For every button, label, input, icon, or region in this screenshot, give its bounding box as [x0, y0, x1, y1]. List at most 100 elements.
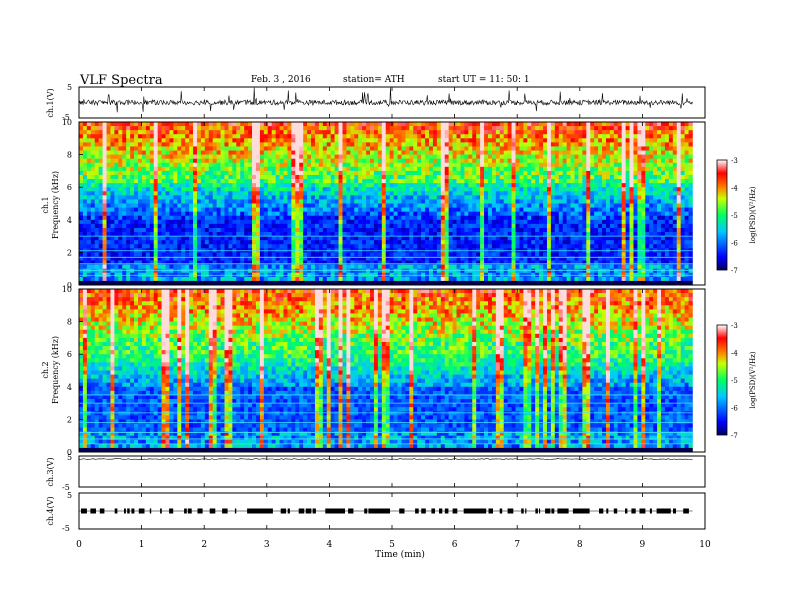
- spectrogram-cell: [417, 244, 422, 249]
- spectrogram-cell: [566, 130, 571, 135]
- spectrogram-cell: [664, 215, 670, 221]
- spectrogram-cell: [134, 195, 139, 200]
- spectrogram-cell: [539, 219, 544, 225]
- spectrogram-cell: [657, 179, 662, 184]
- spectrogram-cell: [295, 162, 300, 168]
- spectrogram-cell: [279, 170, 284, 176]
- spectrogram-cell: [161, 126, 166, 131]
- spectrogram-cell: [480, 179, 485, 184]
- spectrogram-cell: [566, 183, 571, 188]
- spectrogram-cell: [680, 166, 685, 172]
- spectrogram-cell: [401, 174, 406, 180]
- spectrogram-cell: [244, 223, 249, 229]
- spectrogram-cell: [543, 203, 548, 208]
- spectrogram-cell: [476, 223, 481, 229]
- spectrogram-cell: [134, 187, 139, 192]
- spectrogram-cell: [535, 215, 540, 221]
- spectrogram-cell: [491, 166, 497, 172]
- spectrogram-cell: [350, 130, 355, 135]
- spectrogram-cell: [409, 134, 414, 139]
- spectrogram-cell: [586, 162, 591, 168]
- spectrogram-cell: [311, 158, 316, 164]
- spectrogram-cell: [228, 174, 233, 180]
- spectrogram-cell: [330, 183, 335, 188]
- spectrogram-cell: [436, 195, 442, 200]
- spectrogram-cell: [252, 170, 257, 176]
- spectrogram-cell: [629, 227, 634, 233]
- spectrogram-cell: [137, 162, 143, 168]
- spectrogram-cell: [334, 244, 339, 249]
- spectrogram-cell: [598, 195, 603, 200]
- spectrogram-cell: [487, 191, 493, 196]
- spectrogram-cell: [303, 138, 308, 143]
- spectrogram-cell: [413, 170, 418, 176]
- spectrogram-cell: [649, 227, 654, 233]
- spectrogram-cell: [495, 174, 501, 180]
- spectrogram-cell: [495, 187, 501, 192]
- spectrogram-cell: [480, 183, 485, 188]
- spectrogram-cell: [318, 211, 324, 217]
- spectrogram-cell: [503, 170, 508, 176]
- spectrogram-cell: [460, 223, 465, 229]
- spectrogram-cell: [377, 236, 383, 241]
- spectrogram-cell: [330, 170, 335, 176]
- spectrogram-cell: [495, 122, 501, 127]
- spectrogram-cell: [149, 244, 155, 249]
- spectrogram-cell: [491, 211, 497, 217]
- spectrogram-cell: [676, 158, 681, 164]
- spectrogram-cell: [224, 146, 229, 151]
- spectrogram-cell: [334, 179, 339, 184]
- spectrogram-cell: [543, 179, 548, 184]
- spectrogram-cell: [299, 122, 304, 127]
- spectrogram-cell: [82, 187, 88, 192]
- spectrogram-cell: [248, 138, 253, 143]
- spectrogram-cell: [664, 236, 670, 241]
- spectrogram-cell: [417, 158, 422, 164]
- spectrogram-cell: [228, 158, 233, 164]
- spectrogram-cell: [338, 199, 343, 204]
- spectrogram-cell: [432, 146, 438, 151]
- spectrogram-cell: [358, 191, 363, 196]
- spectrogram-cell: [511, 223, 516, 229]
- spectrogram-cell: [649, 154, 654, 159]
- spectrogram-cell: [196, 240, 202, 245]
- spectrogram-cell: [291, 203, 296, 208]
- spectrogram-cell: [94, 207, 99, 212]
- spectrogram-cell: [515, 244, 520, 249]
- spectrogram-cell: [236, 130, 241, 135]
- spectrogram-cell: [350, 142, 355, 147]
- spectrogram-cell: [291, 174, 296, 180]
- spectrogram-cell: [523, 134, 528, 139]
- spectrogram-cell: [476, 138, 481, 143]
- spectrogram-cell: [137, 244, 143, 249]
- spectrogram-cell: [322, 130, 328, 135]
- spectrogram-cell: [334, 236, 339, 241]
- spectrogram-cell: [354, 232, 359, 237]
- spectrogram-cell: [397, 146, 402, 151]
- spectrogram-cell: [487, 130, 493, 135]
- spectrogram-cell: [460, 179, 465, 184]
- spectrogram-cell: [279, 146, 284, 151]
- spectrogram-cell: [523, 174, 528, 180]
- spectrogram-cell: [625, 122, 630, 127]
- spectrogram-cell: [173, 223, 178, 229]
- spectrogram-cell: [405, 146, 410, 151]
- spectrogram-cell: [153, 195, 158, 200]
- spectrogram-cell: [676, 130, 681, 135]
- spectrogram-cell: [204, 162, 210, 168]
- spectrogram-cell: [350, 134, 355, 139]
- spectrogram-cell: [244, 232, 249, 237]
- spectrogram-cell: [303, 187, 308, 192]
- spectrogram-cell: [130, 223, 135, 229]
- spectrogram-cell: [189, 211, 194, 217]
- spectrogram-cell: [527, 154, 532, 159]
- spectrogram-cell: [578, 183, 583, 188]
- spectrogram-cell: [259, 170, 265, 176]
- spectrogram-cell: [527, 126, 532, 131]
- spectrogram-cell: [582, 150, 587, 155]
- spectrogram-cell: [330, 223, 335, 229]
- spectrogram-cell: [527, 187, 532, 192]
- spectrogram-cell: [649, 174, 654, 180]
- spectrogram-cell: [208, 195, 213, 200]
- spectrogram-cell: [224, 150, 229, 155]
